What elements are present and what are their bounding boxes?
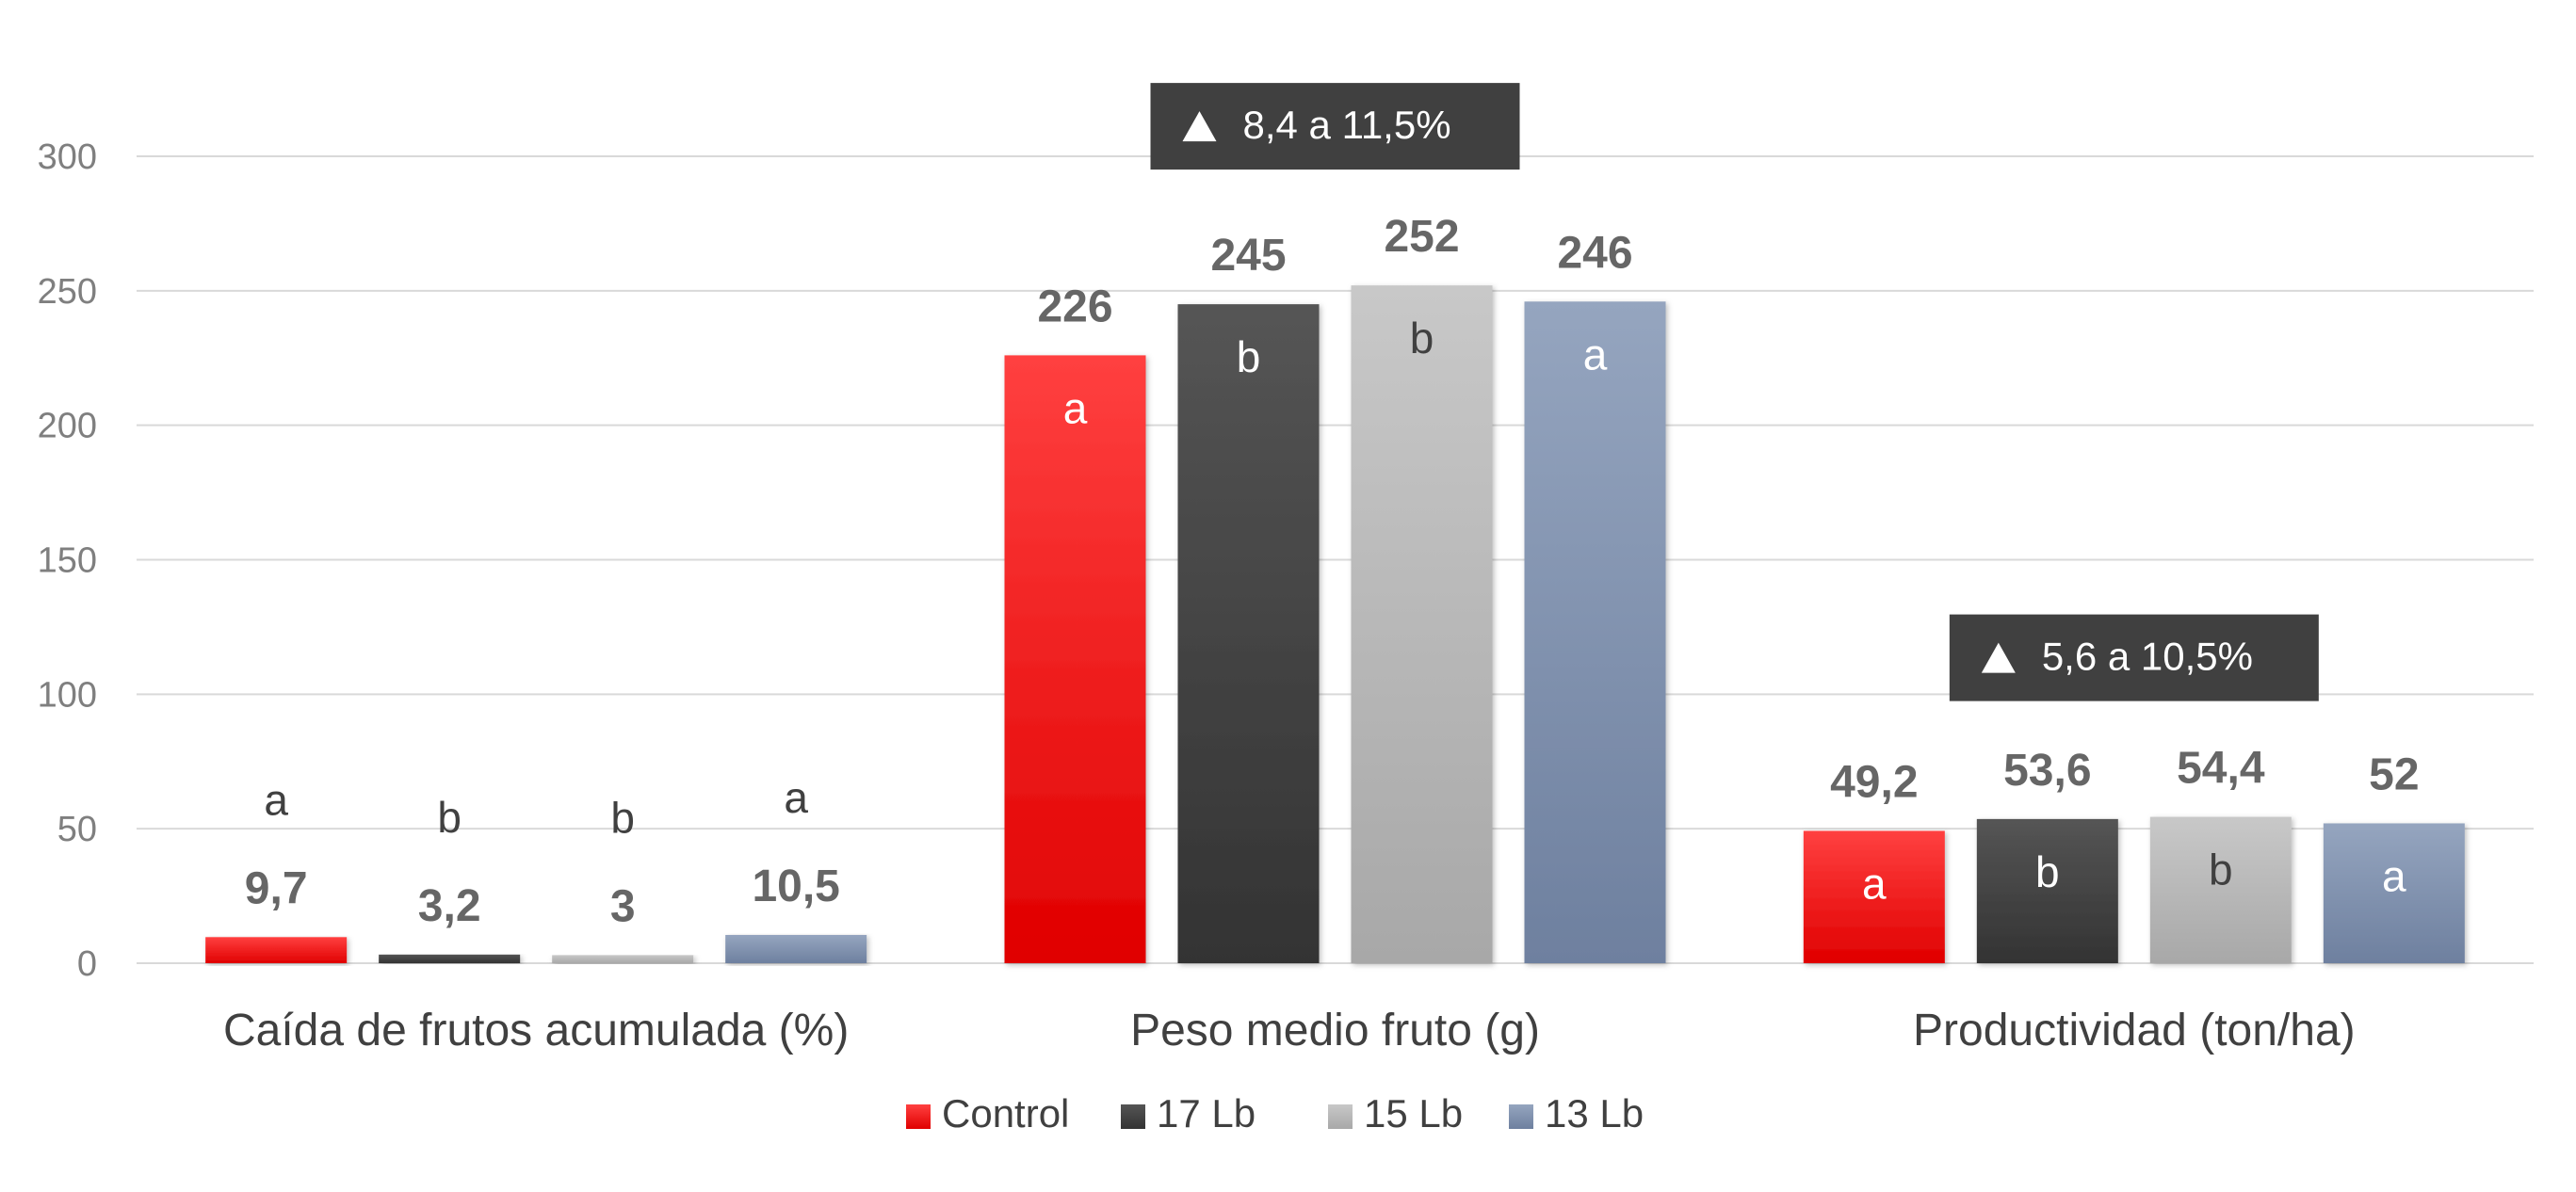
data-label: 52 [2369, 749, 2419, 799]
annotation-text: 5,6 a 10,5% [2042, 635, 2253, 679]
legend-label: Control [942, 1091, 1069, 1136]
y-tick-label: 100 [38, 675, 97, 715]
y-tick-label: 300 [38, 137, 97, 177]
data-label: 3 [610, 881, 636, 931]
bar [1177, 304, 1320, 963]
bar [1803, 830, 1945, 963]
grid-lines [137, 155, 2534, 964]
legend: Control 17 Lb 15 Lb 13 Lb [906, 1091, 1644, 1136]
significance-letter: b [610, 793, 635, 842]
x-category-label: Caída de frutos acumulada (%) [223, 1006, 849, 1055]
significance-letter: b [2035, 847, 2060, 896]
annotations: 8,4 a 11,5% 5,6 a 10,5% [1150, 83, 2319, 701]
bar [1004, 355, 1146, 964]
significance-letter: a [1583, 330, 1608, 379]
x-category-label: Peso medio fruto (g) [1130, 1006, 1540, 1055]
data-label: 49,2 [1830, 757, 1918, 807]
legend-label: 15 Lb [1364, 1091, 1463, 1136]
significance-letter: a [264, 775, 288, 824]
y-tick-label: 0 [77, 944, 97, 984]
legend-swatch [1121, 1104, 1145, 1129]
annotation-text: 8,4 a 11,5% [1243, 103, 1451, 147]
bars [205, 285, 2465, 964]
bar [2149, 816, 2292, 963]
bar [1351, 285, 1493, 963]
triangle-up-icon [1981, 642, 2016, 673]
y-tick-label: 200 [38, 407, 97, 446]
triangle-up-icon [1182, 111, 1217, 142]
data-label: 246 [1557, 228, 1632, 278]
annotation-box [1150, 83, 1520, 170]
significance-letter: b [1410, 314, 1434, 362]
significance-letter: b [1237, 332, 1261, 381]
data-label: 54,4 [2177, 744, 2265, 794]
y-tick-label: 250 [38, 272, 97, 312]
data-label: 3,2 [418, 881, 481, 931]
bar [725, 935, 867, 963]
bar [1976, 818, 2118, 963]
bar [2323, 823, 2465, 963]
bar [205, 937, 348, 963]
legend-swatch [1328, 1104, 1353, 1129]
data-label: 53,6 [2003, 746, 2091, 796]
legend-label: 13 Lb [1545, 1091, 1644, 1136]
y-tick-label: 50 [57, 810, 97, 849]
bar [1524, 301, 1666, 963]
significance-letter: b [437, 793, 462, 842]
data-labels: 9,7 a 3,2 b 3 b 10,5 a 226 a 245 b 252 b 246 a 49,2 a 53,6… [245, 212, 2420, 931]
significance-letter: a [2382, 851, 2406, 900]
annotation-box [1949, 614, 2319, 701]
data-label: 9,7 [245, 863, 308, 913]
data-label: 10,5 [752, 862, 839, 911]
significance-letter: a [1063, 383, 1088, 432]
bar [552, 955, 694, 963]
legend-swatch [1509, 1104, 1533, 1129]
legend-label: 17 Lb [1157, 1091, 1256, 1136]
y-tick-label: 150 [38, 541, 97, 581]
legend-swatch [906, 1104, 931, 1129]
data-label: 226 [1037, 282, 1112, 331]
significance-letter: b [2209, 846, 2233, 894]
data-label: 252 [1384, 212, 1459, 262]
significance-letter: a [784, 773, 808, 822]
y-axis-ticks: 0 50 100 150 200 250 300 [38, 137, 97, 984]
data-label: 245 [1210, 231, 1286, 281]
bar [379, 954, 521, 963]
category-labels: Caída de frutos acumulada (%) Peso medio … [223, 1006, 2356, 1055]
significance-letter: a [1862, 859, 1887, 908]
x-category-label: Productividad (ton/ha) [1913, 1006, 2356, 1055]
